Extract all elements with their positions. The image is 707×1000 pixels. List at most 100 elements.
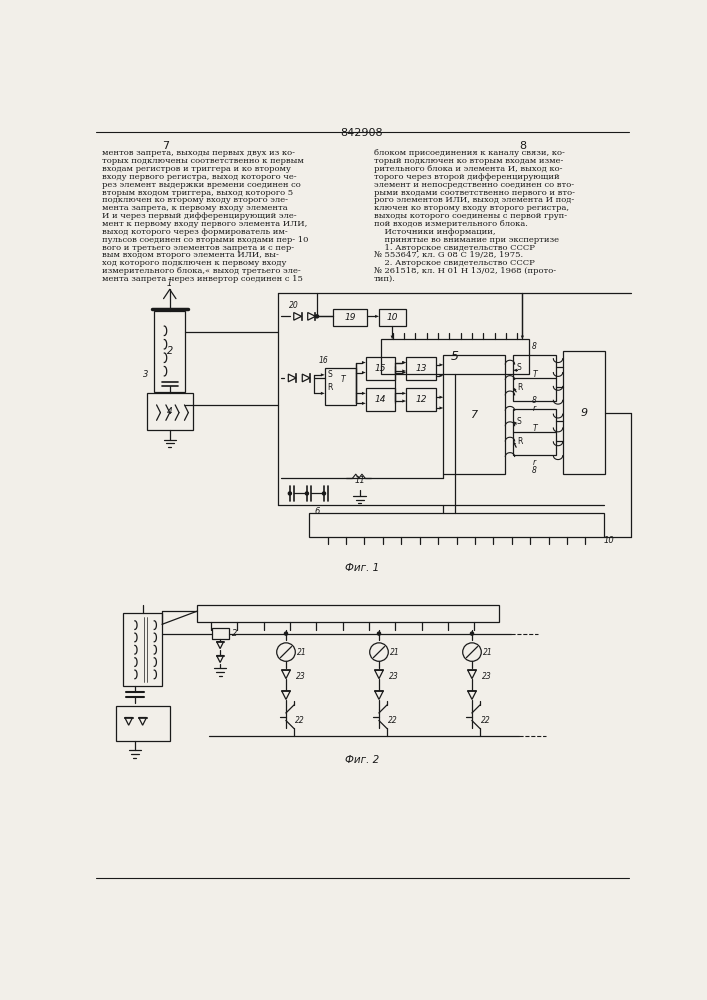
Polygon shape <box>321 373 325 376</box>
Text: 3: 3 <box>144 370 149 379</box>
Text: № 261518, кл. Н 01 Н 13/02, 1968 (прото-: № 261518, кл. Н 01 Н 13/02, 1968 (прото- <box>373 267 556 275</box>
Bar <box>154 311 185 392</box>
Text: рительного блока и элемента И, выход ко-: рительного блока и элемента И, выход ко- <box>373 165 562 173</box>
Text: S: S <box>517 363 522 372</box>
Polygon shape <box>513 441 516 445</box>
Text: 11: 11 <box>354 476 365 485</box>
Text: рыми входами соответственно первого и вто-: рыми входами соответственно первого и вт… <box>373 189 575 197</box>
Text: ход которого подключен к первому входу: ход которого подключен к первому входу <box>103 259 287 267</box>
Polygon shape <box>362 392 366 395</box>
Text: мента запрета, к первому входу элемента: мента запрета, к первому входу элемента <box>103 204 288 212</box>
Text: 2. Авторское свидетельство СССР: 2. Авторское свидетельство СССР <box>373 259 534 267</box>
Text: торых подключены соответственно к первым: торых подключены соответственно к первым <box>103 157 304 165</box>
Polygon shape <box>513 369 517 372</box>
Polygon shape <box>440 374 443 377</box>
Bar <box>115 706 170 741</box>
Text: рез элемент выдержки времени соединен со: рез элемент выдержки времени соединен со <box>103 181 301 189</box>
Text: Источники информации,: Источники информации, <box>373 228 495 236</box>
Text: 8: 8 <box>532 466 537 475</box>
Text: выходы которого соединены с первой груп-: выходы которого соединены с первой груп- <box>373 212 567 220</box>
Text: измерительного блока,« выход третьего эле-: измерительного блока,« выход третьего эл… <box>103 267 301 275</box>
Polygon shape <box>402 361 406 364</box>
Text: вторым входом триггера, выход которого 5: вторым входом триггера, выход которого 5 <box>103 189 293 197</box>
Text: 6: 6 <box>315 507 320 516</box>
Text: ментов запрета, выходы первых двух из ко-: ментов запрета, выходы первых двух из ко… <box>103 149 296 157</box>
Text: 12: 12 <box>415 395 426 404</box>
Polygon shape <box>402 361 406 364</box>
Text: T: T <box>532 370 537 379</box>
Text: 22: 22 <box>296 716 305 725</box>
Bar <box>366 388 395 411</box>
Polygon shape <box>402 369 406 373</box>
Text: 842908: 842908 <box>341 128 383 138</box>
Text: входу первого регистра, выход которого че-: входу первого регистра, выход которого ч… <box>103 173 297 181</box>
Polygon shape <box>362 361 366 364</box>
Bar <box>309 513 604 537</box>
Text: вым входом второго элемента ИЛИ, вы-: вым входом второго элемента ИЛИ, вы- <box>103 251 279 259</box>
Bar <box>513 409 556 455</box>
Text: выход которого через формирователь им-: выход которого через формирователь им- <box>103 228 288 236</box>
Polygon shape <box>402 371 406 374</box>
Polygon shape <box>362 402 366 405</box>
Text: 1: 1 <box>167 279 173 288</box>
Polygon shape <box>391 336 394 339</box>
Text: элемент и непосредственно соединен со вто-: элемент и непосредственно соединен со вт… <box>373 181 573 189</box>
Bar <box>563 351 605 474</box>
Text: 4: 4 <box>167 407 173 416</box>
Text: R: R <box>517 383 522 392</box>
Circle shape <box>305 492 308 495</box>
Text: 10: 10 <box>387 313 398 322</box>
Bar <box>513 355 556 401</box>
Bar <box>212 628 230 639</box>
Text: R: R <box>517 437 522 446</box>
Polygon shape <box>402 392 406 395</box>
Bar <box>406 357 436 380</box>
Text: S: S <box>327 370 332 379</box>
Text: 8: 8 <box>519 141 526 151</box>
Text: Фиг. 1: Фиг. 1 <box>345 563 379 573</box>
Text: 16: 16 <box>319 356 328 365</box>
Circle shape <box>322 492 325 495</box>
Bar <box>123 613 162 686</box>
Bar <box>332 309 368 326</box>
Text: мент к первому входу первого элемента ИЛИ,: мент к первому входу первого элемента ИЛ… <box>103 220 308 228</box>
Text: подключен ко второму входу второго эле-: подключен ко второму входу второго эле- <box>103 196 288 204</box>
Text: 2: 2 <box>232 629 237 638</box>
Bar <box>366 357 395 380</box>
Polygon shape <box>375 315 379 318</box>
Text: 22: 22 <box>388 716 398 725</box>
Text: R: R <box>327 383 332 392</box>
Text: мента запрета через инвертор соединен с 15: мента запрета через инвертор соединен с … <box>103 275 303 283</box>
Bar <box>197 605 499 622</box>
Bar <box>325 368 356 405</box>
Text: 7: 7 <box>163 141 170 151</box>
Polygon shape <box>513 421 517 425</box>
Text: 15: 15 <box>375 364 386 373</box>
Text: 23: 23 <box>389 672 399 681</box>
Bar <box>406 388 436 411</box>
Text: T: T <box>532 424 537 433</box>
Text: 21: 21 <box>390 648 399 657</box>
Text: 14: 14 <box>375 395 386 404</box>
Text: S: S <box>517 417 522 426</box>
Circle shape <box>288 492 291 495</box>
Polygon shape <box>440 363 443 366</box>
Bar <box>381 339 529 374</box>
Polygon shape <box>513 387 517 391</box>
Bar <box>443 355 506 474</box>
Circle shape <box>315 315 319 318</box>
Polygon shape <box>402 400 406 403</box>
Text: пой входов измерительного блока.: пой входов измерительного блока. <box>373 220 527 228</box>
Text: 2: 2 <box>167 346 173 356</box>
Circle shape <box>284 632 288 635</box>
Polygon shape <box>362 371 366 374</box>
Text: ключен ко второму входу второго регистра,: ключен ко второму входу второго регистра… <box>373 204 568 212</box>
Text: входам регистров и триггера и ко второму: входам регистров и триггера и ко второму <box>103 165 291 173</box>
Polygon shape <box>321 392 325 395</box>
Text: 9: 9 <box>580 408 588 418</box>
Text: № 553647, кл. G 08 C 19/28, 1975.: № 553647, кл. G 08 C 19/28, 1975. <box>373 251 522 259</box>
Text: пульсов соединен со вторыми входами пер- 10: пульсов соединен со вторыми входами пер-… <box>103 236 309 244</box>
Text: 23: 23 <box>482 672 492 681</box>
Text: торый подключен ко вторым входам изме-: торый подключен ко вторым входам изме- <box>373 157 563 165</box>
Text: 22: 22 <box>481 716 491 725</box>
